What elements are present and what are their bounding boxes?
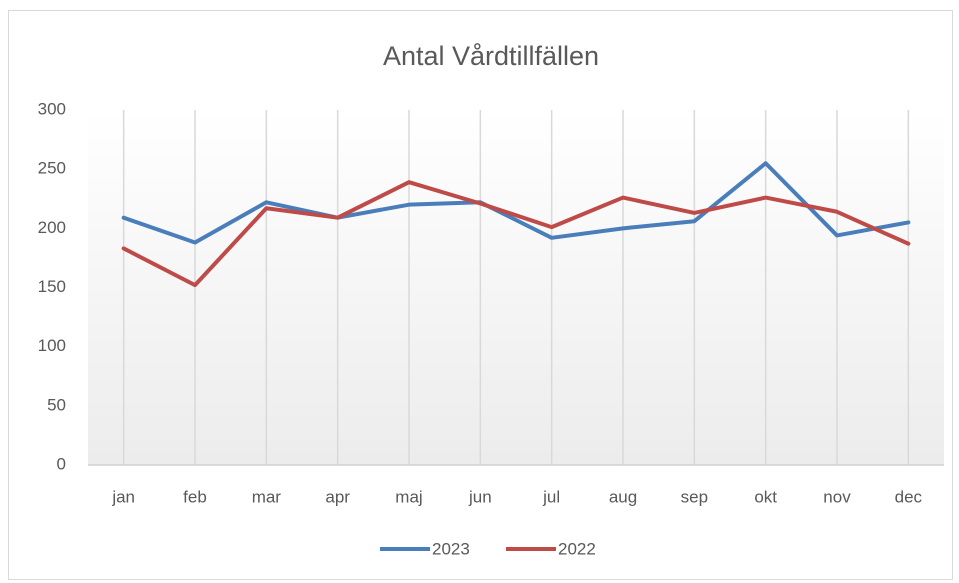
x-tick-label: sep: [681, 487, 708, 506]
x-tick-label: aug: [609, 487, 637, 506]
x-tick-label: maj: [395, 487, 422, 506]
series-line: [121, 161, 911, 245]
y-tick-label: 200: [38, 218, 66, 237]
x-tick-label: jul: [542, 487, 560, 506]
x-tick-label: feb: [183, 487, 207, 506]
x-tick-label: jan: [111, 487, 135, 506]
x-tick-label: apr: [325, 487, 350, 506]
chart-title: Antal Vårdtillfällen: [383, 41, 599, 71]
y-tick-label: 300: [38, 99, 66, 118]
x-tick-label: dec: [895, 487, 923, 506]
plot-area: [88, 110, 944, 465]
y-tick-label: 100: [38, 336, 66, 355]
x-tick-label: mar: [252, 487, 282, 506]
legend-label: 2022: [558, 539, 596, 558]
y-tick-label: 150: [38, 277, 66, 296]
x-tick-label: jun: [468, 487, 492, 506]
x-tick-label: okt: [754, 487, 777, 506]
legend-label: 2023: [432, 539, 470, 558]
x-tick-label: nov: [823, 487, 851, 506]
series-line: [121, 180, 911, 288]
y-tick-label: 250: [38, 159, 66, 178]
y-tick-label: 50: [47, 395, 66, 414]
y-tick-label: 0: [57, 454, 66, 473]
